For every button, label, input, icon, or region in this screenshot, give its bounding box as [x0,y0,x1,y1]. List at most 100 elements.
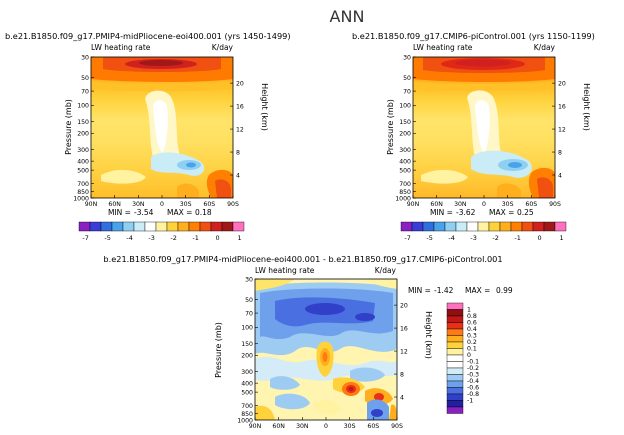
y-tick-label: 200 [241,353,253,360]
x-tick-label: 30S [502,201,514,208]
x-tick-label: 90S [227,201,239,208]
colorbar-box [554,221,567,232]
height-tick-label: 12 [558,126,566,133]
colorbar-box [232,221,245,232]
y-tick-label: 300 [77,147,89,154]
colorbar-box [446,354,464,362]
colorbar-label: -2 [170,234,176,242]
colorbar-box [89,221,102,232]
colorbar-box [488,221,501,232]
colorbar-box [543,221,556,232]
y-tick-label: 1000 [395,195,411,202]
panel1-title: b.e21.B1850.f09_g17.PMIP4-midPliocene-eo… [5,31,291,41]
y-tick-label: 1000 [73,195,89,202]
x-tick-label: 90N [249,423,262,430]
y-tick-label: 100 [241,325,253,332]
y-tick-label: 30 [81,54,89,61]
panel3-x-ticks: 90N 60N 30N 0 30S 60S 90S [249,417,403,430]
colorbar-box [510,221,523,232]
y-tick-label: 150 [77,119,89,126]
colorbar-label: -7 [82,234,88,242]
y-tick-label: 300 [241,369,253,376]
colorbar-box [446,348,464,356]
panel1-x-ticks: 90N 60N 30N 0 30S 60S 90S [85,195,239,208]
y-tick-label: 200 [399,131,411,138]
panel2-ylabel: Pressure (mb) [386,99,395,155]
panel1-stat-max: 0.18 [195,208,212,217]
panel2-stat-max-label: MAX = [489,208,514,217]
colorbar-box [446,335,464,343]
panel-difference: b.e21.B1850.f09_g17.PMIP4-midPliocene-eo… [103,254,513,430]
panel-pliocene: b.e21.B1850.f09_g17.PMIP4-midPliocene-eo… [5,31,291,242]
x-tick-label: 60S [367,423,379,430]
colorbar-box [446,367,464,375]
y-tick-label: 200 [77,131,89,138]
y-tick-label: 100 [399,103,411,110]
y-tick-label: 70 [403,88,411,95]
colorbar-label: 0.3 [467,333,477,340]
colorbar-label: 0.8 [467,313,477,320]
panel1-subtitle-left: LW heating rate [91,43,151,52]
colorbar-box [499,221,512,232]
panel2-subtitle-right: K/day [534,43,556,52]
panel1-colorbar: -7 -5 -4 -3 -2 -1 0 1 [78,221,245,242]
x-tick-label: 90S [549,201,561,208]
x-tick-label: 30N [454,201,467,208]
colorbar-label: -0.4 [467,378,479,385]
panel1-subtitle-right: K/day [212,43,234,52]
panel3-stat-max-label: MAX = [465,286,490,295]
height-tick-label: 16 [558,103,566,110]
panel3-title: b.e21.B1850.f09_g17.PMIP4-midPliocene-eo… [103,254,502,264]
colorbar-box [133,221,146,232]
x-tick-label: 30S [344,423,356,430]
colorbar-label: -1 [467,398,473,405]
colorbar-box [111,221,124,232]
colorbar-box [446,393,464,401]
y-tick-label: 70 [245,310,253,317]
panel3-ylabel: Pressure (mb) [214,322,223,378]
colorbar-label: 0.6 [467,320,477,327]
y-tick-label: 850 [399,189,411,196]
height-tick-label: 4 [558,172,562,179]
panel3-stat-min: -1.42 [434,286,454,295]
panel2-ylabel-right: Height (km) [582,83,591,131]
y-tick-label: 300 [399,147,411,154]
x-tick-label: 60N [108,201,121,208]
colorbar-box [446,380,464,388]
panel3-height-ticks: 4 8 12 16 20 [394,302,408,401]
panel3-colorbar: 10.80.60.40.30.20.10-0.1-0.2-0.3-0.4-0.6… [446,302,479,414]
colorbar-label: -4 [448,234,454,242]
colorbar-box [400,221,413,232]
y-tick-label: 500 [241,389,253,396]
colorbar-box [446,406,464,414]
panel3-stat-min-label: MIN = [408,286,431,295]
panel3-stat-max: 0.99 [496,286,513,295]
y-tick-label: 150 [399,119,411,126]
panel2-stat-min: -3.62 [456,208,476,217]
x-tick-label: 0 [482,201,486,208]
colorbar-label: -4 [126,234,132,242]
colorbar-label: -3 [148,234,154,242]
colorbar-box [446,361,464,369]
height-tick-label: 4 [236,172,240,179]
y-tick-label: 700 [399,181,411,188]
panel1-height-ticks: 4 8 12 16 20 [230,80,244,179]
panel3-subtitle-right: K/day [375,266,397,275]
colorbar-box [166,221,179,232]
y-tick-label: 850 [77,189,89,196]
y-tick-label: 50 [81,75,89,82]
height-tick-label: 16 [236,103,244,110]
figure-title: ANN [330,7,365,26]
colorbar-box [411,221,424,232]
colorbar-box [521,221,534,232]
y-tick-label: 1000 [237,417,253,424]
colorbar-box [446,374,464,382]
panel1-ylabel: Pressure (mb) [64,99,73,155]
y-tick-label: 500 [77,167,89,174]
x-tick-label: 30N [132,201,145,208]
colorbar-box [433,221,446,232]
height-tick-label: 4 [400,394,404,401]
height-tick-label: 8 [236,149,240,156]
